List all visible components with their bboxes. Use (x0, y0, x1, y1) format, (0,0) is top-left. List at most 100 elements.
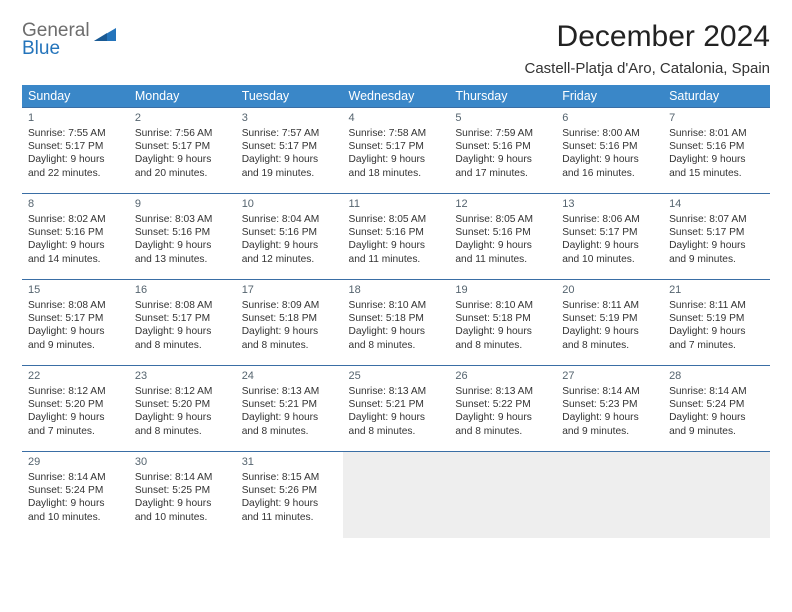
calendar-week: 8Sunrise: 8:02 AMSunset: 5:16 PMDaylight… (22, 194, 770, 280)
day-dl2: and 11 minutes. (242, 511, 337, 524)
day-dl1: Daylight: 9 hours (349, 325, 444, 338)
day-sunset: Sunset: 5:16 PM (28, 226, 123, 239)
calendar-week: 29Sunrise: 8:14 AMSunset: 5:24 PMDayligh… (22, 452, 770, 538)
day-sunrise: Sunrise: 7:58 AM (349, 127, 444, 140)
day-dl2: and 19 minutes. (242, 167, 337, 180)
calendar-cell: 20Sunrise: 8:11 AMSunset: 5:19 PMDayligh… (556, 280, 663, 366)
day-sunset: Sunset: 5:19 PM (562, 312, 657, 325)
weekday-header: Sunday (22, 85, 129, 108)
day-dl2: and 8 minutes. (349, 425, 444, 438)
day-sunset: Sunset: 5:17 PM (669, 226, 764, 239)
day-dl1: Daylight: 9 hours (669, 411, 764, 424)
day-sunrise: Sunrise: 8:07 AM (669, 213, 764, 226)
day-dl2: and 8 minutes. (455, 339, 550, 352)
month-title: December 2024 (525, 20, 771, 54)
calendar-cell: 2Sunrise: 7:56 AMSunset: 5:17 PMDaylight… (129, 108, 236, 194)
calendar-cell-empty (449, 452, 556, 538)
day-sunset: Sunset: 5:17 PM (135, 312, 230, 325)
day-dl2: and 15 minutes. (669, 167, 764, 180)
day-sunset: Sunset: 5:17 PM (562, 226, 657, 239)
day-dl1: Daylight: 9 hours (242, 153, 337, 166)
day-sunrise: Sunrise: 8:14 AM (669, 385, 764, 398)
day-sunset: Sunset: 5:17 PM (28, 140, 123, 153)
day-sunrise: Sunrise: 8:04 AM (242, 213, 337, 226)
day-number: 22 (28, 369, 123, 384)
day-sunset: Sunset: 5:26 PM (242, 484, 337, 497)
day-number: 16 (135, 283, 230, 298)
day-dl2: and 7 minutes. (669, 339, 764, 352)
day-number: 6 (562, 111, 657, 126)
day-number: 12 (455, 197, 550, 212)
day-number: 10 (242, 197, 337, 212)
day-sunrise: Sunrise: 8:11 AM (562, 299, 657, 312)
day-number: 15 (28, 283, 123, 298)
day-sunset: Sunset: 5:16 PM (349, 226, 444, 239)
day-dl1: Daylight: 9 hours (562, 153, 657, 166)
day-sunrise: Sunrise: 8:14 AM (562, 385, 657, 398)
calendar-cell: 14Sunrise: 8:07 AMSunset: 5:17 PMDayligh… (663, 194, 770, 280)
day-dl2: and 17 minutes. (455, 167, 550, 180)
day-dl1: Daylight: 9 hours (135, 153, 230, 166)
calendar-cell: 23Sunrise: 8:12 AMSunset: 5:20 PMDayligh… (129, 366, 236, 452)
day-sunrise: Sunrise: 8:06 AM (562, 213, 657, 226)
day-sunrise: Sunrise: 8:08 AM (135, 299, 230, 312)
calendar-cell-empty (663, 452, 770, 538)
day-number: 30 (135, 455, 230, 470)
day-dl2: and 18 minutes. (349, 167, 444, 180)
day-number: 31 (242, 455, 337, 470)
day-sunrise: Sunrise: 8:13 AM (242, 385, 337, 398)
day-sunrise: Sunrise: 8:05 AM (349, 213, 444, 226)
day-sunset: Sunset: 5:18 PM (455, 312, 550, 325)
day-dl1: Daylight: 9 hours (28, 239, 123, 252)
day-dl1: Daylight: 9 hours (562, 411, 657, 424)
calendar-cell: 3Sunrise: 7:57 AMSunset: 5:17 PMDaylight… (236, 108, 343, 194)
day-number: 20 (562, 283, 657, 298)
calendar-cell: 8Sunrise: 8:02 AMSunset: 5:16 PMDaylight… (22, 194, 129, 280)
day-sunset: Sunset: 5:25 PM (135, 484, 230, 497)
day-dl1: Daylight: 9 hours (669, 325, 764, 338)
day-dl1: Daylight: 9 hours (349, 239, 444, 252)
logo-line2: Blue (22, 38, 60, 59)
day-number: 21 (669, 283, 764, 298)
day-dl2: and 13 minutes. (135, 253, 230, 266)
day-dl1: Daylight: 9 hours (135, 325, 230, 338)
day-dl1: Daylight: 9 hours (455, 239, 550, 252)
calendar-week: 1Sunrise: 7:55 AMSunset: 5:17 PMDaylight… (22, 108, 770, 194)
day-sunrise: Sunrise: 8:02 AM (28, 213, 123, 226)
day-sunset: Sunset: 5:16 PM (455, 140, 550, 153)
day-sunrise: Sunrise: 8:15 AM (242, 471, 337, 484)
day-number: 14 (669, 197, 764, 212)
day-dl1: Daylight: 9 hours (349, 411, 444, 424)
logo-text: General Blue (22, 22, 90, 58)
day-dl1: Daylight: 9 hours (28, 411, 123, 424)
calendar-cell: 4Sunrise: 7:58 AMSunset: 5:17 PMDaylight… (343, 108, 450, 194)
day-sunset: Sunset: 5:22 PM (455, 398, 550, 411)
calendar-cell: 21Sunrise: 8:11 AMSunset: 5:19 PMDayligh… (663, 280, 770, 366)
day-number: 26 (455, 369, 550, 384)
day-number: 25 (349, 369, 444, 384)
calendar-cell: 10Sunrise: 8:04 AMSunset: 5:16 PMDayligh… (236, 194, 343, 280)
day-dl1: Daylight: 9 hours (349, 153, 444, 166)
calendar-cell: 9Sunrise: 8:03 AMSunset: 5:16 PMDaylight… (129, 194, 236, 280)
day-sunset: Sunset: 5:21 PM (349, 398, 444, 411)
day-dl2: and 20 minutes. (135, 167, 230, 180)
day-dl2: and 22 minutes. (28, 167, 123, 180)
day-number: 19 (455, 283, 550, 298)
day-sunrise: Sunrise: 7:57 AM (242, 127, 337, 140)
day-sunrise: Sunrise: 8:00 AM (562, 127, 657, 140)
day-dl1: Daylight: 9 hours (669, 239, 764, 252)
day-sunset: Sunset: 5:24 PM (28, 484, 123, 497)
day-number: 29 (28, 455, 123, 470)
calendar-cell: 26Sunrise: 8:13 AMSunset: 5:22 PMDayligh… (449, 366, 556, 452)
calendar-head: SundayMondayTuesdayWednesdayThursdayFrid… (22, 85, 770, 108)
day-sunrise: Sunrise: 8:12 AM (135, 385, 230, 398)
day-dl2: and 10 minutes. (135, 511, 230, 524)
calendar-cell: 6Sunrise: 8:00 AMSunset: 5:16 PMDaylight… (556, 108, 663, 194)
calendar-cell: 1Sunrise: 7:55 AMSunset: 5:17 PMDaylight… (22, 108, 129, 194)
day-dl2: and 12 minutes. (242, 253, 337, 266)
day-dl1: Daylight: 9 hours (455, 153, 550, 166)
day-dl1: Daylight: 9 hours (242, 325, 337, 338)
logo: General Blue (22, 16, 116, 58)
day-dl2: and 8 minutes. (455, 425, 550, 438)
day-sunset: Sunset: 5:17 PM (135, 140, 230, 153)
